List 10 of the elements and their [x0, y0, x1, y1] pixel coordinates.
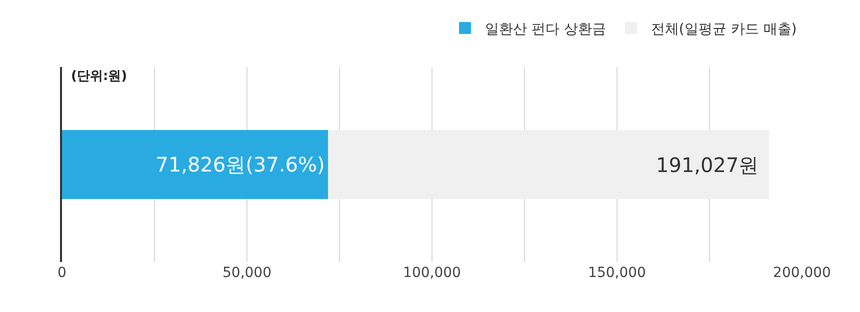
- annotation: (단위:원): [71, 69, 128, 84]
- x-tick-label: 200,000: [773, 265, 831, 281]
- legend-label: 일환산 펀다 상환금: [485, 21, 606, 38]
- total-label: 191,027원: [656, 153, 759, 177]
- legend-label: 전체(일평균 카드 매출): [650, 21, 797, 38]
- x-tick-label: 0: [58, 265, 66, 281]
- x-tick-label: 150,000: [588, 265, 646, 281]
- x-tick-label: 50,000: [222, 265, 272, 281]
- x-tick-label: 100,000: [403, 265, 461, 281]
- data-label: 71,826원(37.6%): [156, 152, 325, 176]
